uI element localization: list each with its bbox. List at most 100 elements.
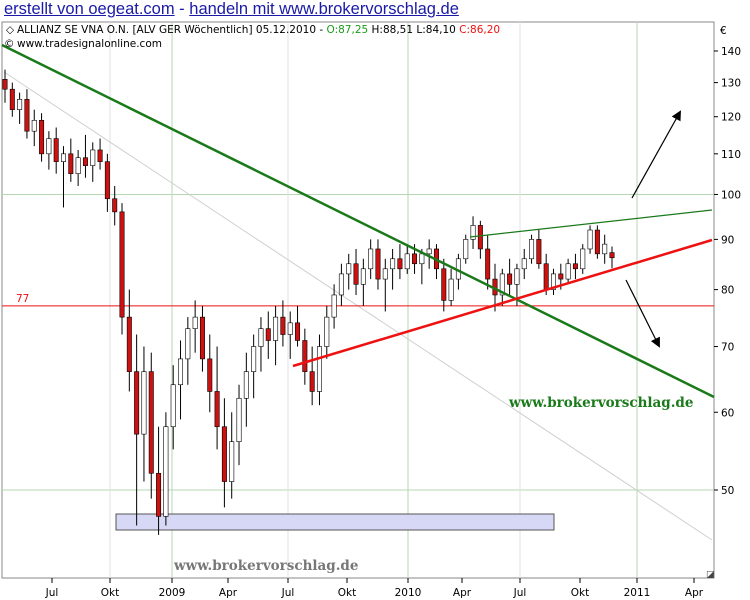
candle-body: [580, 248, 586, 270]
candle: [353, 248, 359, 295]
y-tick-label: 90: [721, 234, 734, 246]
candle-body: [156, 472, 162, 517]
candle: [265, 311, 271, 359]
candle-body: [17, 99, 23, 110]
candle-body: [507, 273, 513, 285]
candle-body: [412, 253, 418, 265]
candle-body: [258, 328, 264, 347]
info-date: 05.12.2010: [256, 24, 316, 36]
candle: [39, 113, 45, 162]
upper-channel-line: [469, 209, 713, 238]
candle: [368, 239, 374, 280]
candle-body: [536, 239, 542, 265]
candle: [236, 384, 242, 466]
x-tick-label: 2010: [395, 587, 422, 599]
info-line-2: © www.tradesignalonline.com: [4, 38, 162, 50]
candle-body: [112, 198, 118, 213]
candle-body: [243, 371, 249, 399]
candle-body: [419, 253, 425, 265]
candle: [580, 244, 586, 274]
candle-body: [31, 119, 37, 132]
candle: [572, 253, 578, 280]
x-tick-label: Jul: [281, 587, 295, 599]
candle-body: [463, 239, 469, 260]
candle: [324, 305, 330, 359]
candles: [2, 69, 615, 535]
candle-body: [185, 328, 191, 360]
candle-body: [331, 294, 337, 318]
candle: [565, 258, 571, 285]
close-value: C:86,20: [459, 24, 500, 36]
scroll-corner-icon[interactable]: ◪: [706, 570, 715, 580]
hline-label: 77: [16, 293, 29, 305]
candle: [221, 398, 227, 508]
title-separator: -: [174, 0, 190, 18]
candle: [397, 244, 403, 280]
candle: [529, 234, 535, 264]
candle: [90, 142, 96, 182]
open-value: O:87,25: [327, 24, 369, 36]
candle: [17, 92, 23, 124]
watermark-green: www.brokervorschlag.de: [508, 395, 693, 411]
plot-frame: [1, 21, 715, 579]
y-tick-label: 110: [721, 149, 741, 161]
candle: [346, 253, 352, 290]
candle: [536, 230, 542, 269]
candle: [316, 334, 322, 406]
candle-body: [565, 263, 571, 280]
candle-body: [470, 225, 476, 240]
y-tick-label: 130: [721, 78, 741, 90]
watermark-grey: www.brokervorschlag.de: [173, 558, 358, 574]
candle: [9, 82, 15, 117]
x-tick-label: Okt: [101, 587, 119, 599]
candle: [404, 244, 410, 274]
x-tick-label: Jul: [45, 587, 59, 599]
copyright-icon: ©: [4, 38, 15, 50]
candle-body: [572, 263, 578, 270]
title-part2: handeln mit www.brokervorschlag.de: [189, 0, 459, 18]
title-part1: erstellt von oegeat.com: [4, 0, 175, 18]
uptrend-line: [292, 238, 713, 368]
candle: [360, 258, 366, 306]
x-axis: Jul Okt 2009 Apr Jul Okt 2010 Apr Jul Okt 2011 Apr: [45, 578, 704, 599]
candle: [550, 268, 556, 295]
candle-body: [24, 99, 30, 132]
x-tick-label: Apr: [453, 587, 472, 599]
candle-body: [75, 157, 81, 174]
candle: [448, 268, 454, 306]
candle-body: [360, 268, 366, 285]
candle-body: [199, 316, 205, 360]
support-zone-box: [115, 513, 555, 531]
candle-body: [273, 316, 279, 341]
candle: [46, 131, 52, 170]
y-tick-label: 140: [721, 46, 741, 58]
candle-body: [324, 316, 330, 347]
candle: [609, 246, 615, 269]
candle: [126, 289, 132, 392]
candle-body: [529, 239, 535, 260]
candle: [273, 305, 279, 366]
candle: [331, 284, 337, 329]
candle-body: [382, 268, 388, 280]
candle: [141, 346, 147, 482]
candle: [61, 146, 67, 208]
y-tick-label: 70: [721, 342, 734, 354]
down-arrow-icon: [625, 279, 660, 348]
candle: [148, 352, 154, 499]
candle-body: [316, 346, 322, 392]
candle-body: [521, 258, 527, 270]
candle: [178, 340, 184, 420]
candle-body: [448, 278, 454, 301]
y-tick-label: 80: [721, 285, 734, 297]
candle: [309, 346, 315, 406]
candle-body: [295, 322, 301, 341]
candle: [82, 134, 88, 178]
candle-body: [192, 316, 198, 329]
info-line-1: ◇ ALLIANZ SE VNA O.N. [ALV GER Wöchentli…: [6, 24, 500, 36]
candle: [587, 225, 593, 254]
candle-body: [236, 397, 242, 442]
candle-body: [609, 252, 615, 259]
candle-body: [441, 268, 447, 301]
candle-body: [68, 153, 74, 174]
